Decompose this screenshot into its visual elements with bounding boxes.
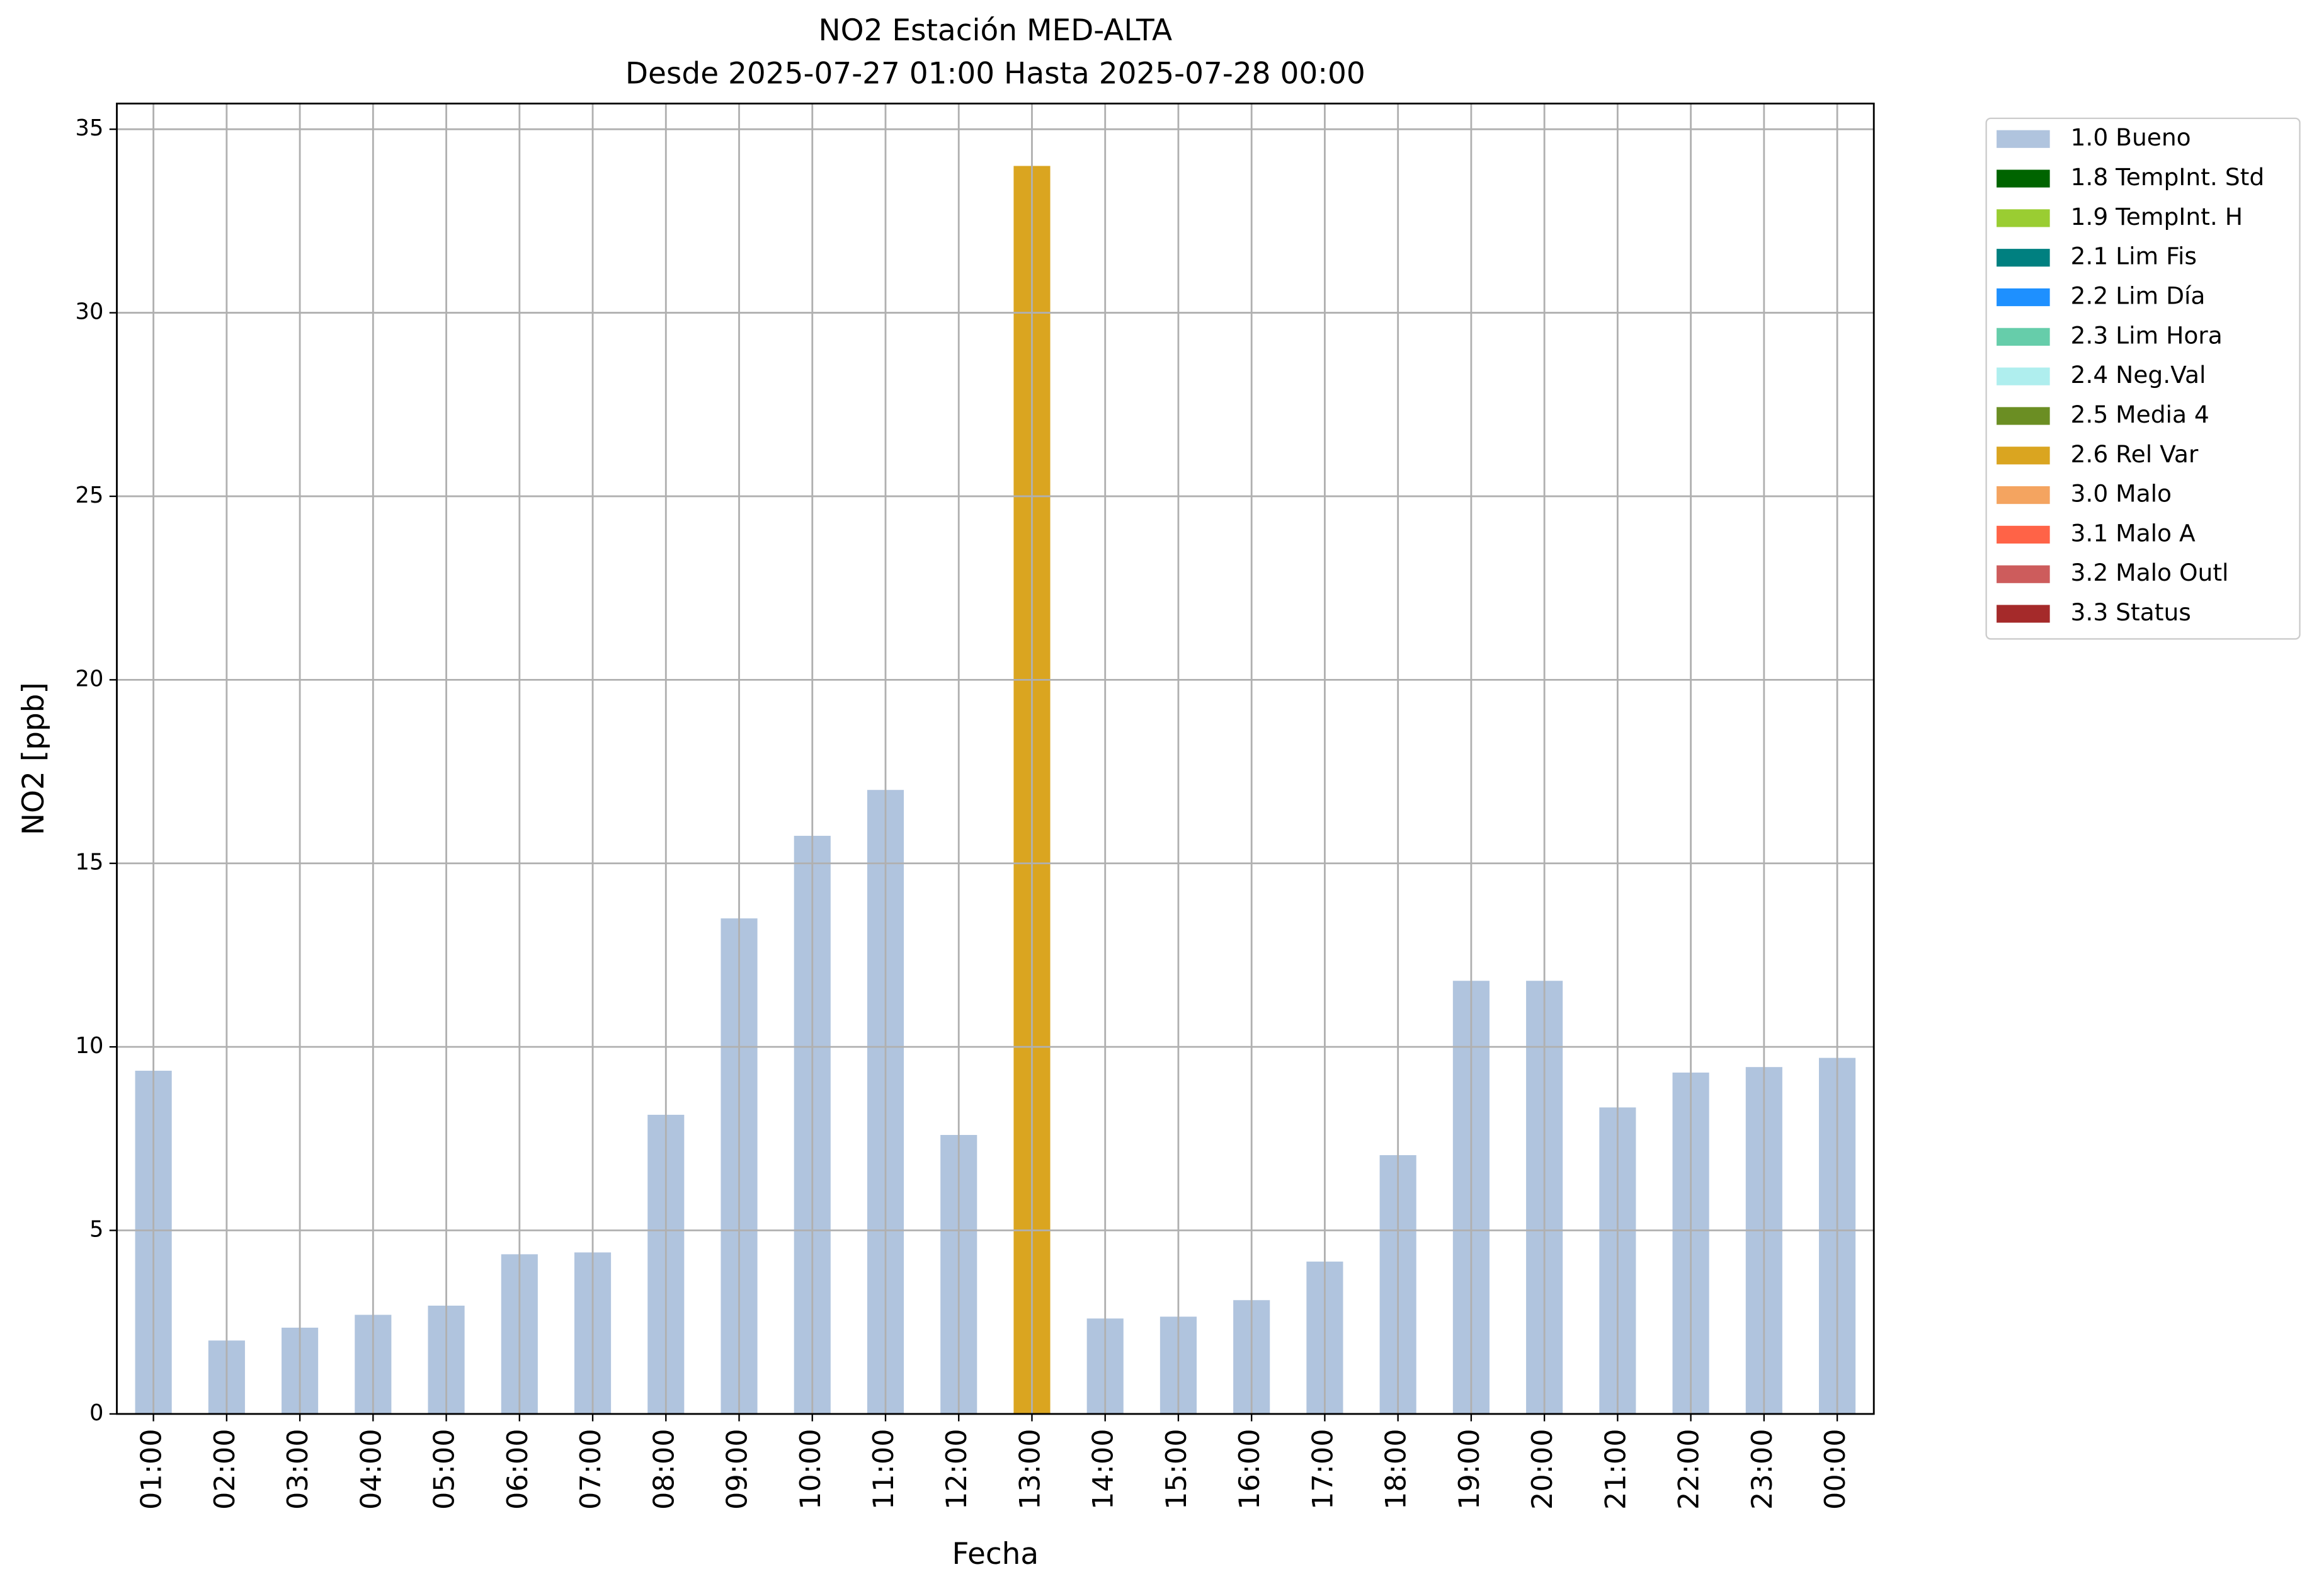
legend-swatch: [1997, 407, 2050, 425]
legend-label: 2.6 Rel Var: [2071, 440, 2199, 468]
legend-label: 3.0 Malo: [2071, 480, 2172, 508]
legend-swatch: [1997, 525, 2050, 544]
legend-swatch: [1997, 486, 2050, 504]
chart-title: NO2 Estación MED-ALTA: [819, 13, 1173, 48]
y-tick-label: 20: [76, 666, 104, 692]
x-tick-label: 19:00: [1453, 1428, 1486, 1510]
x-tick-label: 00:00: [1819, 1428, 1852, 1510]
legend-swatch: [1997, 169, 2050, 188]
x-tick-label: 14:00: [1087, 1428, 1120, 1510]
x-tick-label: 18:00: [1380, 1428, 1413, 1510]
legend-box: [1985, 117, 2301, 640]
legend-swatch: [1997, 605, 2050, 623]
x-tick-label: 09:00: [721, 1428, 754, 1510]
x-tick-label: 07:00: [574, 1428, 607, 1510]
legend-swatch: [1997, 565, 2050, 583]
legend-label: 1.9 TempInt. H: [2071, 203, 2243, 231]
x-tick-label: 20:00: [1526, 1428, 1559, 1510]
x-tick-label: 23:00: [1746, 1428, 1779, 1510]
legend-swatch: [1997, 328, 2050, 346]
x-tick-label: 02:00: [208, 1428, 241, 1510]
x-tick-label: 13:00: [1013, 1428, 1046, 1510]
legend-label: 3.1 Malo A: [2071, 519, 2196, 547]
x-tick-label: 21:00: [1599, 1428, 1632, 1510]
x-tick-label: 17:00: [1306, 1428, 1339, 1510]
plot-frame: [116, 102, 1875, 1415]
legend-label: 2.5 Media 4: [2071, 401, 2209, 428]
legend-label: 2.2 Lim Día: [2071, 282, 2206, 310]
x-tick-label: 04:00: [355, 1428, 387, 1510]
x-tick-label: 01:00: [135, 1428, 168, 1510]
x-axis-label: Fecha: [952, 1537, 1039, 1571]
y-tick-label: 5: [89, 1217, 103, 1243]
legend-label: 2.3 Lim Hora: [2071, 321, 2223, 349]
legend-swatch: [1997, 209, 2050, 227]
legend-swatch: [1997, 249, 2050, 267]
x-tick-label: 05:00: [428, 1428, 461, 1510]
x-tick-label: 06:00: [501, 1428, 534, 1510]
x-tick-label: 11:00: [867, 1428, 900, 1510]
y-tick-label: 0: [89, 1400, 103, 1426]
chart-subtitle: Desde 2025-07-27 01:00 Hasta 2025-07-28 …: [625, 56, 1365, 91]
y-axis-label: NO2 [ppb]: [16, 682, 51, 835]
y-tick-label: 35: [76, 115, 104, 141]
y-tick-label: 25: [76, 482, 104, 508]
x-tick-label: 15:00: [1160, 1428, 1193, 1510]
x-tick-label: 10:00: [794, 1428, 827, 1510]
legend-label: 3.3 Status: [2071, 598, 2191, 626]
legend-label: 1.8 TempInt. Std: [2071, 163, 2265, 191]
x-tick-label: 22:00: [1673, 1428, 1706, 1510]
x-tick-label: 03:00: [282, 1428, 314, 1510]
y-tick-label: 10: [76, 1033, 104, 1059]
y-tick-label: 30: [76, 299, 104, 325]
legend-swatch: [1997, 447, 2050, 465]
legend-label: 2.1 Lim Fis: [2071, 242, 2197, 270]
x-tick-label: 08:00: [647, 1428, 680, 1510]
legend-swatch: [1997, 288, 2050, 307]
legend-label: 3.2 Malo Outl: [2071, 559, 2229, 586]
x-tick-label: 12:00: [940, 1428, 973, 1510]
legend-label: 1.0 Bueno: [2071, 123, 2191, 151]
legend-swatch: [1997, 130, 2050, 148]
legend-swatch: [1997, 367, 2050, 385]
y-tick-label: 15: [76, 850, 104, 875]
legend-label: 2.4 Neg.Val: [2071, 361, 2206, 389]
x-tick-label: 16:00: [1233, 1428, 1266, 1510]
